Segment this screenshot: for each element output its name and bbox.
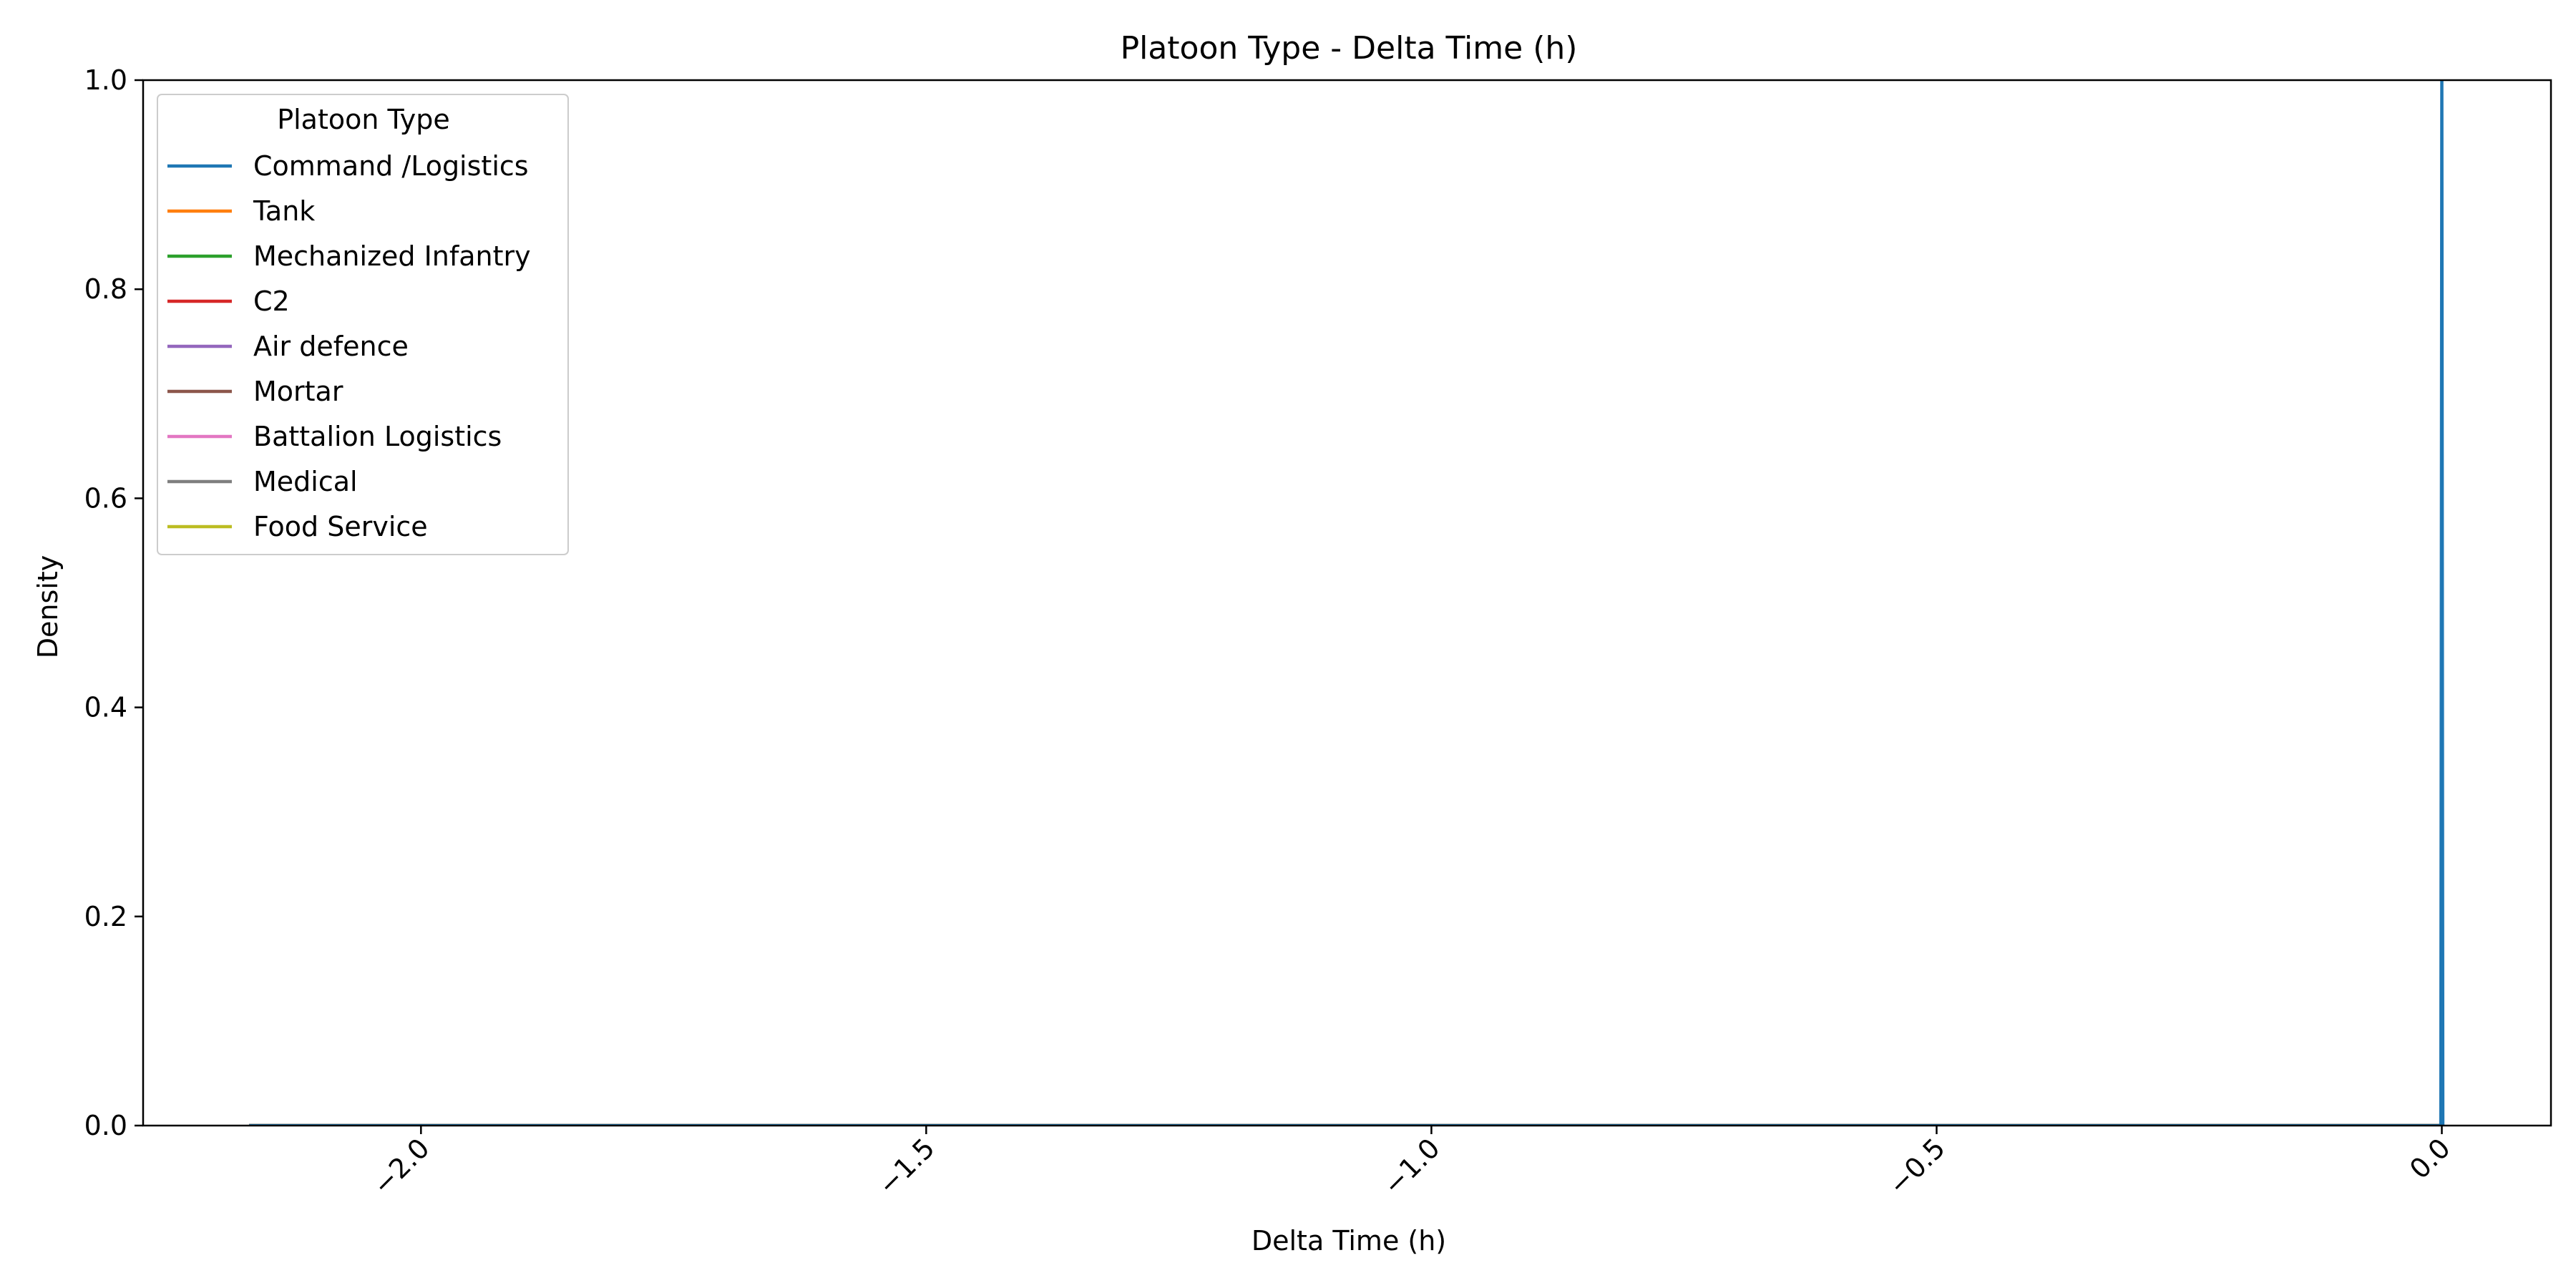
legend-entry-label: C2 xyxy=(253,286,290,317)
y-tick-label: 0.0 xyxy=(84,1110,127,1141)
legend-entry-label: Mechanized Infantry xyxy=(253,240,531,272)
x-tick-label: −0.5 xyxy=(1882,1132,1951,1201)
x-tick-label: −1.5 xyxy=(872,1132,940,1201)
legend-entry-label: Battalion Logistics xyxy=(253,421,502,452)
legend-entry-label: Command /Logistics xyxy=(253,150,529,182)
legend-entry-label: Food Service xyxy=(253,511,428,542)
y-tick-label: 0.4 xyxy=(84,692,127,723)
y-tick-label: 1.0 xyxy=(84,64,127,96)
legend-entry-label: Mortar xyxy=(253,376,343,407)
x-tick-label: 0.0 xyxy=(2404,1132,2457,1185)
y-tick-label: 0.2 xyxy=(84,901,127,932)
legend-entry-label: Tank xyxy=(253,195,315,227)
legend-entry-label: Medical xyxy=(253,466,358,497)
legend-entry-label: Air defence xyxy=(253,331,409,362)
chart-title: Platoon Type - Delta Time (h) xyxy=(1121,30,1578,67)
legend: Platoon Type Command /Logistics Tank Mechan… xyxy=(157,94,569,555)
legend-title: Platoon Type xyxy=(277,104,450,135)
x-tick-label: −1.0 xyxy=(1377,1132,1445,1201)
y-tick-label: 0.6 xyxy=(84,482,127,514)
x-tick-label: −2.0 xyxy=(366,1132,435,1201)
y-axis-label: Density xyxy=(32,555,64,658)
axes-frame xyxy=(142,79,2552,1127)
x-axis-label: Delta Time (h) xyxy=(1252,1225,1446,1257)
legend-box xyxy=(157,94,569,555)
plot-area xyxy=(249,80,2445,1126)
series-lines xyxy=(249,80,2445,1126)
y-tick-label: 0.8 xyxy=(84,273,127,305)
series-line-command-logistics xyxy=(249,80,2445,1126)
